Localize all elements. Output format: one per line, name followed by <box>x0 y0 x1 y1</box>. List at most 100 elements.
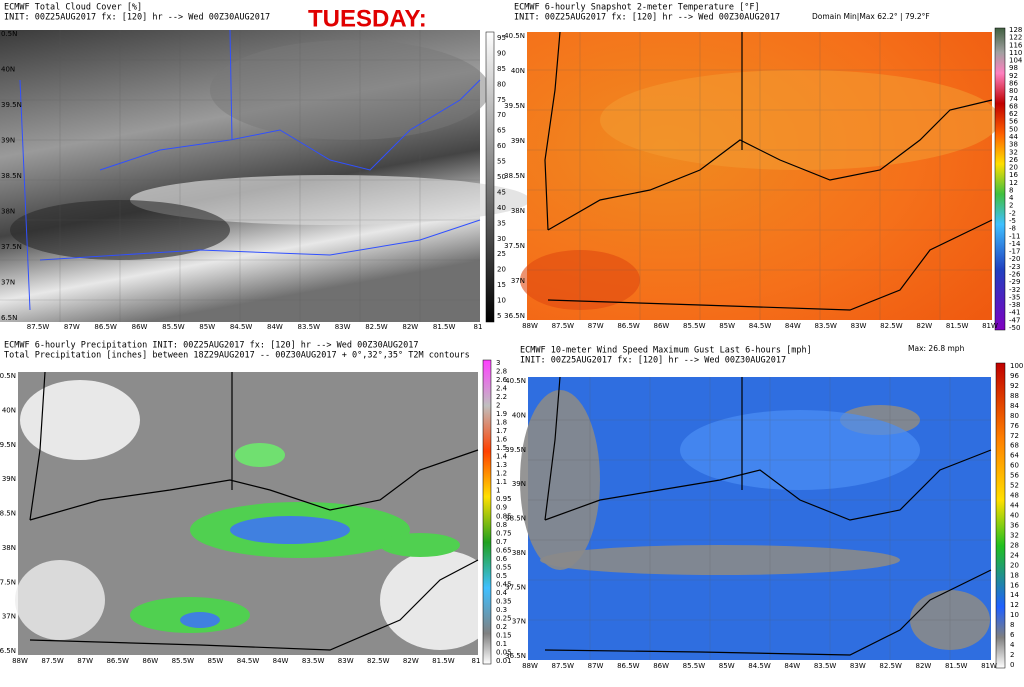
colorbar-label: 45 <box>497 188 506 196</box>
longitude-label: 81W <box>982 322 998 330</box>
colorbar-label: 1 <box>496 487 500 495</box>
latitude-label: 37N <box>511 277 525 285</box>
colorbar-label: 2 <box>496 402 500 410</box>
colorbar-label: -17 <box>1009 248 1020 256</box>
colorbar-label: 88 <box>1010 392 1019 400</box>
cloud-map <box>0 29 530 322</box>
colorbar-label: 40 <box>1010 512 1019 520</box>
longitude-label: 85.5W <box>683 662 706 670</box>
longitude-label: 81W <box>981 662 997 670</box>
colorbar-label: 116 <box>1009 41 1023 49</box>
longitude-label: 87.5W <box>552 662 575 670</box>
colorbar-label: 1.8 <box>496 419 507 427</box>
panel-subtitle: INIT: 00Z25AUG2017 fx: [120] hr --> Wed … <box>4 13 270 23</box>
colorbar-label: 20 <box>1010 561 1019 569</box>
colorbar-label: 20 <box>1009 164 1018 172</box>
colorbar-label: 0.95 <box>496 495 512 503</box>
colorbar-label: 1.2 <box>496 470 507 478</box>
latitude-label: 38N <box>511 207 525 215</box>
colorbar-label: -11 <box>1009 232 1020 240</box>
precipitation-map <box>15 371 500 655</box>
colorbar-label: -20 <box>1009 255 1020 263</box>
longitude-label: 84.5W <box>237 657 260 665</box>
longitude-label: 82W <box>402 323 418 331</box>
colorbar-label: 48 <box>1010 492 1019 500</box>
colorbar-label: 0.2 <box>496 623 507 631</box>
colorbar-label: 0.45 <box>496 580 512 588</box>
panel-subtitle: INIT: 00Z25AUG2017 fx: [120] hr --> Wed … <box>520 356 786 366</box>
longitude-label: 87W <box>588 662 604 670</box>
longitude-label: 87.5W <box>27 323 50 331</box>
colorbar-label: 68 <box>1009 102 1018 110</box>
colorbar-label: 50 <box>1009 125 1018 133</box>
colorbar-label: 0.75 <box>496 529 512 537</box>
colorbar-label: 0.7 <box>496 538 507 546</box>
longitude-label: 83W <box>335 323 351 331</box>
longitude-label: 84W <box>785 322 801 330</box>
colorbar-label: 2.8 <box>496 368 507 376</box>
colorbar-label: 2.4 <box>496 385 508 393</box>
latitude-label: 37N <box>512 618 526 626</box>
longitude-label: 88W <box>522 662 538 670</box>
colorbar-label: 0.85 <box>496 512 512 520</box>
colorbar-label: 32 <box>1010 531 1019 539</box>
latitude-label: 37.5N <box>1 243 22 251</box>
colorbar-label: 8 <box>1009 186 1013 194</box>
latitude-label: 37.5N <box>0 578 16 586</box>
banner: TUESDAY: <box>308 5 427 32</box>
latitude-label: 38.5N <box>504 172 525 180</box>
colorbar-label: 96 <box>1010 372 1019 380</box>
colorbar-label: -32 <box>1009 286 1020 294</box>
colorbar-label: 72 <box>1010 432 1019 440</box>
colorbar-label: 35 <box>497 219 506 227</box>
colorbar-label: 80 <box>497 80 506 88</box>
longitude-label: 86W <box>142 657 158 665</box>
latitude-label: 40.5N <box>504 32 525 40</box>
colorbar-label: 0.6 <box>496 555 508 563</box>
colorbar-label: 26 <box>1009 156 1018 164</box>
longitude-label: 81 <box>474 323 483 331</box>
colorbar-label: 104 <box>1009 57 1023 65</box>
latitude-label: 40N <box>1 66 15 74</box>
latitude-label: 38N <box>512 549 526 557</box>
colorbar-label: 3 <box>496 359 500 367</box>
colorbar-label: 60 <box>497 142 506 150</box>
colorbar-label: -14 <box>1009 240 1021 248</box>
longitude-label: 83.5W <box>814 662 837 670</box>
colorbar-label: 14 <box>1010 591 1019 599</box>
panel-title: ECMWF Total Cloud Cover [%] <box>4 3 142 13</box>
colorbar-label: -41 <box>1009 309 1020 317</box>
colorbar-label: 128 <box>1009 26 1022 34</box>
latitude-label: 6.5N <box>1 314 17 322</box>
colorbar <box>485 31 495 323</box>
colorbar-label: 44 <box>1009 133 1018 141</box>
latitude-label: 38N <box>2 544 16 552</box>
colorbar-label: 2.6 <box>496 376 508 384</box>
longitude-label: 83W <box>338 657 354 665</box>
colorbar-label: 110 <box>1009 49 1022 57</box>
colorbar-label: 0.01 <box>496 657 512 665</box>
colorbar-label: 1.4 <box>496 453 508 461</box>
longitude-label: 88W <box>522 322 538 330</box>
longitude-label: 85.5W <box>683 322 706 330</box>
colorbar-label: 84 <box>1010 402 1019 410</box>
colorbar-label: 20 <box>497 266 506 274</box>
colorbar-label: 92 <box>1010 382 1019 390</box>
longitude-label: 81.5W <box>433 323 456 331</box>
colorbar-label: 25 <box>497 250 506 258</box>
colorbar-label: 30 <box>497 235 506 243</box>
colorbar-label: 56 <box>1010 472 1019 480</box>
colorbar-label: 8 <box>1010 621 1014 629</box>
colorbar-label: 70 <box>497 111 506 119</box>
colorbar-label: 52 <box>1010 482 1019 490</box>
colorbar-label: 85 <box>497 65 506 73</box>
latitude-label: 37N <box>1 279 15 287</box>
latitude-label: 36.5N <box>0 647 16 655</box>
panel-title: ECMWF 10-meter Wind Speed Maximum Gust L… <box>520 346 812 356</box>
longitude-label: 86W <box>132 323 148 331</box>
colorbar-label: 0.4 <box>496 589 508 597</box>
longitude-label: 85.5W <box>162 323 185 331</box>
colorbar-label: -47 <box>1009 316 1020 324</box>
latitude-label: 39.5N <box>505 446 526 454</box>
